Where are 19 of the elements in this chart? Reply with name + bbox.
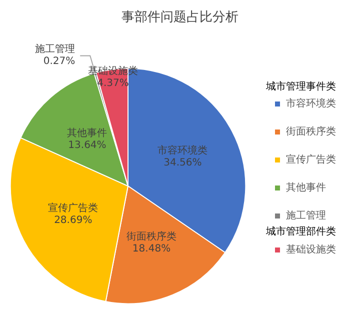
legend-label: 宣传广告类 [286, 154, 336, 166]
legend-label: 基础设施类 [286, 244, 336, 256]
slice-label: 市容环境类 [158, 144, 208, 157]
data-label: 34.56% [164, 158, 202, 169]
text: 城市管理部件类 [265, 226, 336, 238]
legend-label: 市容环境类 [286, 98, 336, 110]
data-label: 0.27% [43, 56, 76, 68]
legend-label: 其他事件 [286, 182, 326, 194]
chart-title: 事部件问题占比分析 [122, 10, 238, 25]
slice-label: 其他事件 [67, 127, 108, 140]
data-label: 13.64% [68, 140, 106, 152]
legend-label: 街面秩序类 [286, 126, 336, 138]
data-label: 28.69% [54, 214, 92, 226]
slice-label: 街面秩序类 [126, 230, 176, 243]
data-label: 18.48% [132, 244, 171, 255]
legend-title: 城市管理事件类 [265, 80, 336, 92]
slice-label: 施工管理 [35, 43, 76, 56]
slice-label: 宣传广告类 [48, 202, 98, 214]
legend-label: 施工管理 [286, 210, 326, 222]
